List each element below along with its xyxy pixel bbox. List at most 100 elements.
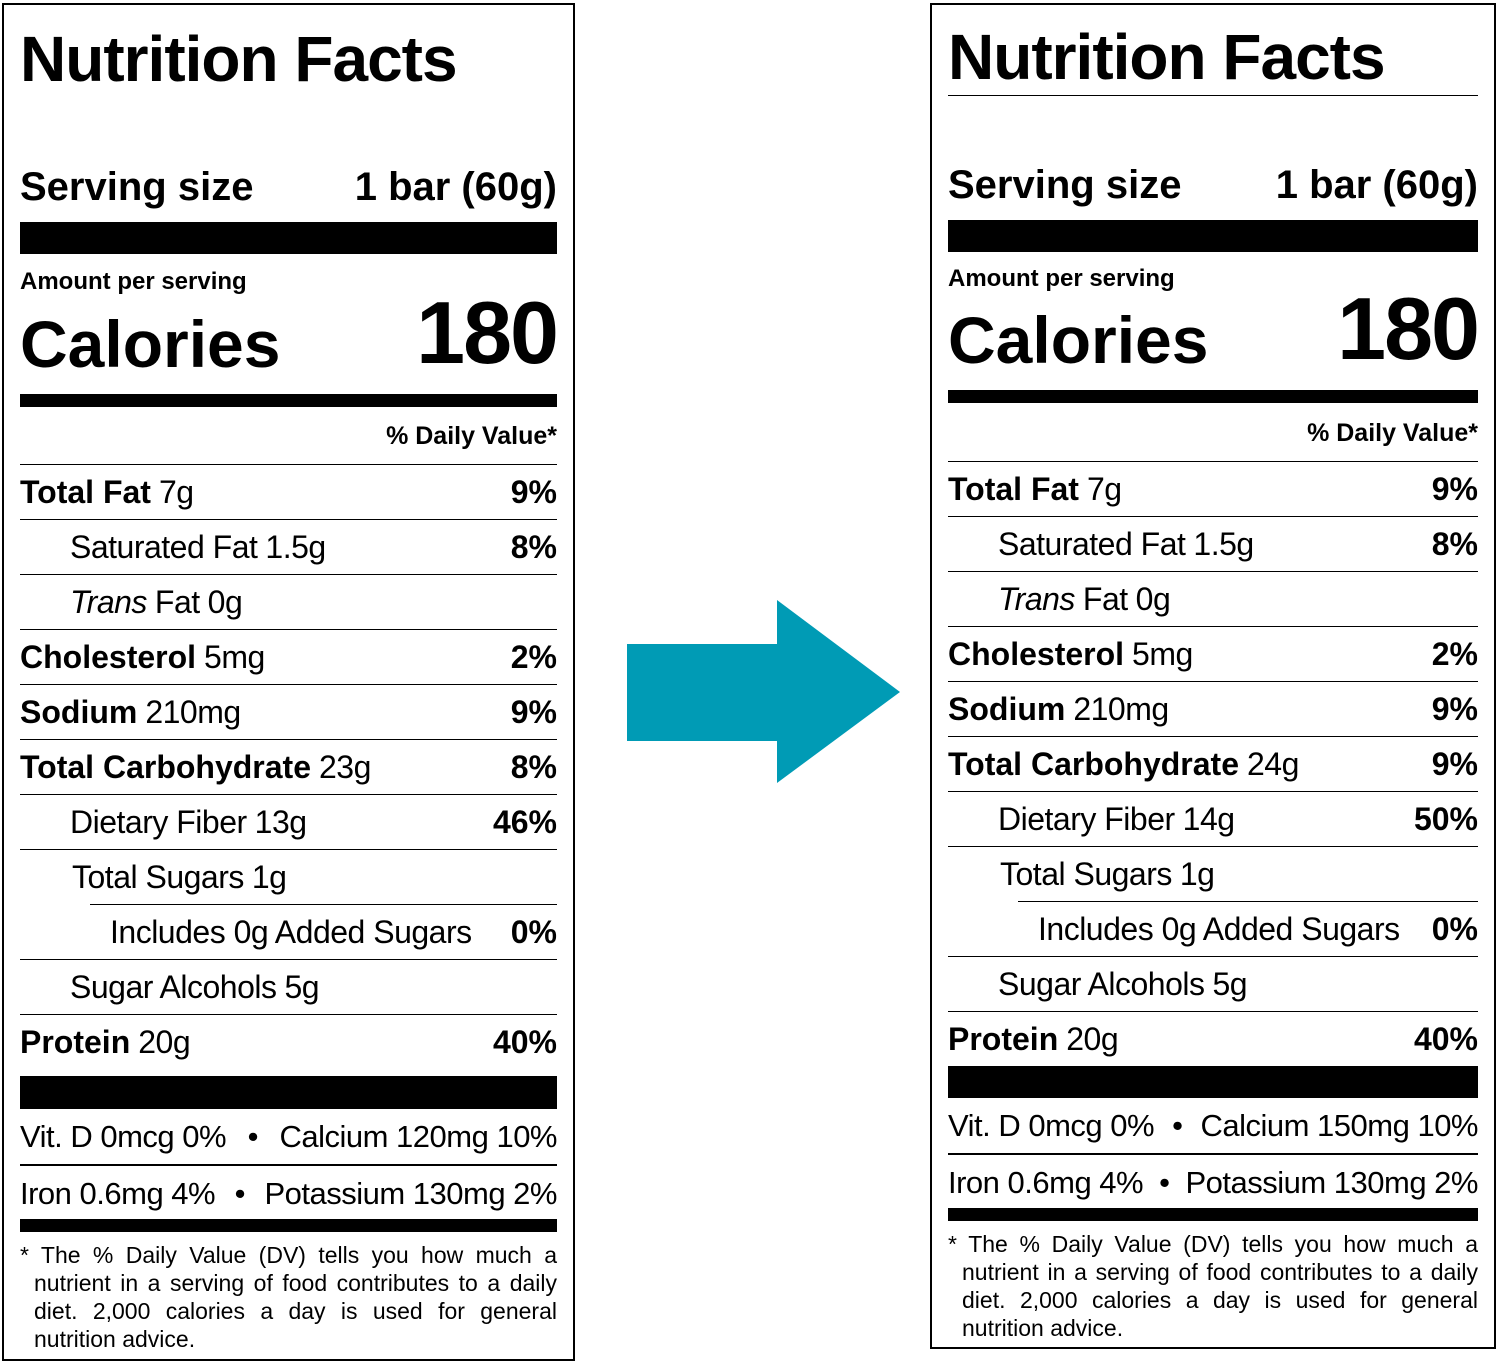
nutrient-row-dietary-fiber: Dietary Fiber 14g 50%	[948, 791, 1478, 846]
nutrient-dv: 9%	[1431, 745, 1478, 782]
nutrient-amount: 5g	[1212, 965, 1248, 1002]
nutrient-row-protein: Protein 20g 40%	[20, 1014, 557, 1069]
nutrient-row-cholesterol: Cholesterol 5mg 2%	[948, 626, 1478, 681]
vitamin-right: Calcium 150mg 10%	[1200, 1107, 1478, 1143]
vitamin-row: Vit. D 0mcg 0% • Calcium 150mg 10%	[948, 1098, 1478, 1153]
nutrient-row-total-carbohydrate: Total Carbohydrate 24g 9%	[948, 736, 1478, 791]
vitamin-list: Vit. D 0mcg 0% • Calcium 150mg 10% Iron …	[948, 1098, 1478, 1211]
nutrient-name: Fat	[154, 583, 200, 620]
calories-label: Calories	[20, 307, 281, 381]
nutrient-row-saturated-fat: Saturated Fat 1.5g 8%	[948, 516, 1478, 571]
nutrient-amount: 1g	[1179, 855, 1215, 892]
bullet-icon: •	[247, 1118, 259, 1154]
nutrient-dv: 9%	[1431, 470, 1478, 507]
nutrient-amount: 5g	[284, 968, 320, 1005]
nutrient-name: Cholesterol	[20, 638, 197, 675]
nutrient-dv: 46%	[492, 803, 557, 840]
serving-size-row: Serving size 1 bar (60g)	[20, 167, 557, 207]
calories-row: Calories 180	[948, 285, 1480, 377]
vitamin-row: Iron 0.6mg 4% • Potassium 130mg 2%	[20, 1166, 557, 1222]
nutrient-row-sugar-alcohols: Sugar Alcohols 5g	[20, 959, 557, 1014]
footnote: * The % Daily Value (DV) tells you how m…	[20, 1242, 557, 1352]
calories-row: Calories 180	[20, 289, 559, 381]
nutrient-amount: 20g	[138, 1023, 191, 1060]
nutrient-amount: 7g	[1086, 470, 1122, 507]
nutrient-dv: 40%	[1413, 1020, 1478, 1057]
vitamin-right: Calcium 120mg 10%	[279, 1118, 557, 1154]
nutrient-row-sugar-alcohols: Sugar Alcohols 5g	[948, 956, 1478, 1011]
nutrient-name: Dietary Fiber	[998, 800, 1175, 837]
nutrient-name: Sugar Alcohols	[70, 968, 277, 1005]
nutrient-name: Sugar Alcohols	[998, 965, 1205, 1002]
nutrient-dv: 0%	[510, 913, 557, 950]
bullet-icon: •	[1159, 1164, 1170, 1200]
nutrient-name: Total Sugars	[72, 858, 244, 895]
nutrient-row-sodium: Sodium 210mg 9%	[20, 684, 557, 739]
thick-divider	[948, 1066, 1478, 1098]
nutrient-name: Includes 0g Added Sugars	[110, 913, 472, 950]
bullet-icon: •	[234, 1175, 246, 1211]
nutrient-name: Total Carbohydrate	[948, 745, 1239, 782]
amount-per-serving: Amount per serving	[948, 265, 1175, 292]
divider	[948, 95, 1478, 96]
nutrient-dv: 50%	[1413, 800, 1478, 837]
nutrient-row-trans-fat: Trans Fat 0g	[20, 574, 557, 629]
medium-divider	[948, 390, 1478, 403]
serving-size-label: Serving size	[948, 163, 1182, 207]
nutrient-amount: 5mg	[204, 638, 265, 675]
nutrient-amount: 210mg	[1073, 690, 1169, 727]
nutrient-amount: 5mg	[1132, 635, 1193, 672]
nutrient-dv: 9%	[1431, 690, 1478, 727]
nutrient-amount: 1g	[251, 858, 287, 895]
nutrient-name: Total Fat	[948, 470, 1079, 507]
nutrient-name: Total Fat	[20, 473, 151, 510]
nutrient-row-protein: Protein 20g 40%	[948, 1011, 1478, 1066]
nutrient-row-total-carbohydrate: Total Carbohydrate 23g 8%	[20, 739, 557, 794]
medium-divider	[20, 1219, 557, 1232]
nutrition-label-after: Nutrition Facts Serving size 1 bar (60g)…	[930, 3, 1496, 1349]
arrow-right-icon	[627, 600, 900, 783]
nutrient-name: Includes 0g Added Sugars	[1038, 910, 1400, 947]
nutrient-row-total-sugars: Total Sugars 1g	[948, 846, 1478, 901]
serving-size-value: 1 bar (60g)	[354, 165, 557, 209]
thick-divider	[948, 220, 1478, 252]
calories-label: Calories	[948, 303, 1209, 377]
nutrient-name-italic: Trans	[70, 583, 147, 620]
nutrient-row-added-sugars: Includes 0g Added Sugars 0%	[1018, 901, 1478, 956]
nutrient-row-total-fat: Total Fat 7g 9%	[948, 461, 1478, 516]
nutrient-name: Saturated Fat	[70, 528, 258, 565]
nutrient-row-dietary-fiber: Dietary Fiber 13g 46%	[20, 794, 557, 849]
nutrient-name: Dietary Fiber	[70, 803, 247, 840]
nutrient-amount: 24g	[1247, 745, 1299, 782]
nutrient-name: Saturated Fat	[998, 525, 1186, 562]
nutrient-amount: 1.5g	[265, 528, 326, 565]
vitamin-left: Vit. D 0mcg 0%	[20, 1118, 227, 1154]
divider	[20, 1164, 557, 1166]
nutrient-dv: 2%	[1431, 635, 1478, 672]
label-title: Nutrition Facts	[948, 21, 1386, 93]
nutrient-row-trans-fat: Trans Fat 0g	[948, 571, 1478, 626]
nutrient-dv: 9%	[510, 473, 557, 510]
nutrient-amount: 0g	[1135, 580, 1171, 617]
nutrient-list: Total Fat 7g 9% Saturated Fat 1.5g 8% Tran…	[948, 461, 1478, 1066]
vitamin-left: Iron 0.6mg 4%	[948, 1164, 1144, 1200]
nutrient-row-total-fat: Total Fat 7g 9%	[20, 464, 557, 519]
vitamin-right: Potassium 130mg 2%	[264, 1175, 557, 1211]
calories-value: 180	[416, 283, 559, 382]
calories-value: 180	[1337, 279, 1480, 378]
nutrient-amount: 13g	[254, 803, 307, 840]
nutrient-name-italic: Trans	[998, 580, 1075, 617]
nutrient-row-sodium: Sodium 210mg 9%	[948, 681, 1478, 736]
nutrient-dv: 8%	[510, 528, 557, 565]
label-title: Nutrition Facts	[20, 23, 458, 95]
nutrient-name: Protein	[20, 1023, 131, 1060]
nutrient-dv: 0%	[1431, 910, 1478, 947]
nutrient-name: Cholesterol	[948, 635, 1125, 672]
nutrient-amount: 1.5g	[1193, 525, 1254, 562]
nutrient-name: Protein	[948, 1020, 1059, 1057]
divider	[948, 1153, 1478, 1155]
nutrient-dv: 8%	[510, 748, 557, 785]
nutrient-amount: 20g	[1066, 1020, 1119, 1057]
nutrient-amount: 23g	[319, 748, 371, 785]
amount-per-serving: Amount per serving	[20, 268, 247, 295]
